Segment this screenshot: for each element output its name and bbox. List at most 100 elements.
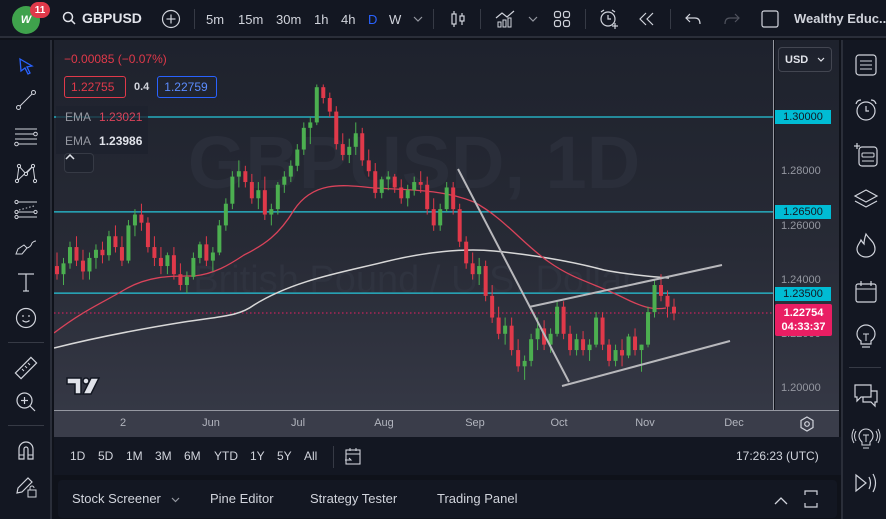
chats-button[interactable] — [851, 380, 881, 410]
buy-button[interactable]: 1.22759 — [157, 76, 218, 98]
alert-button[interactable] — [598, 8, 620, 30]
expand-panel-button[interactable] — [774, 492, 788, 510]
candle — [197, 241, 202, 264]
candle — [672, 298, 676, 321]
magnet-tool[interactable] — [12, 436, 40, 464]
brush-tool[interactable] — [12, 232, 40, 260]
candle — [256, 182, 261, 210]
replay-button[interactable] — [637, 8, 657, 30]
ema-slow-legend[interactable]: EMA 1.23986 — [65, 134, 143, 148]
cursor-tool[interactable] — [12, 52, 40, 80]
emoji-tool[interactable] — [12, 304, 40, 332]
hotlists-button[interactable] — [851, 230, 881, 260]
horizontal-lines-tool[interactable] — [12, 123, 40, 151]
candle — [464, 236, 469, 269]
watchlist-button[interactable] — [851, 50, 881, 80]
range-3m[interactable]: 3M — [155, 449, 172, 463]
candle — [184, 271, 189, 294]
tab-stock-screener[interactable]: Stock Screener — [72, 491, 180, 506]
time-label: Dec — [724, 417, 744, 429]
ideas-button[interactable] — [851, 322, 881, 352]
object-tree-button[interactable] — [851, 140, 881, 170]
streams-button[interactable] — [851, 468, 881, 498]
channel-lower-line[interactable] — [561, 340, 731, 387]
range-1m[interactable]: 1M — [126, 449, 143, 463]
timeframe-1h[interactable]: 1h — [314, 11, 329, 27]
layouts-button[interactable] — [552, 8, 572, 30]
price-chart[interactable]: GBPUSD, 1D British Pound / U.S. Dollar — [54, 40, 774, 410]
timeframe-15m[interactable]: 15m — [238, 11, 264, 27]
range-all[interactable]: All — [304, 449, 318, 463]
timeframe-d[interactable]: D — [368, 11, 378, 27]
level-tag-1-23500[interactable]: 1.23500 — [775, 287, 831, 301]
range-5d[interactable]: 5D — [98, 449, 114, 463]
range-ytd[interactable]: YTD — [214, 449, 238, 463]
text-tool[interactable] — [12, 268, 40, 296]
chart-pane[interactable]: GBPUSD, 1D British Pound / U.S. Dollar −… — [54, 40, 774, 410]
chart-legend: −0.00085 (−0.07%) 1.22755 0.4 1.22759 EM… — [56, 52, 218, 173]
brush-icon — [15, 240, 37, 255]
redo-button[interactable] — [722, 8, 742, 30]
candle — [587, 339, 592, 361]
utc-clock[interactable]: 17:26:23 (UTC) — [736, 449, 819, 463]
level-tag-1-30000[interactable]: 1.30000 — [775, 110, 831, 124]
trendlines[interactable] — [457, 168, 731, 387]
candle — [288, 160, 293, 183]
zoom-in-tool[interactable] — [12, 388, 40, 416]
measure-tool[interactable] — [12, 354, 40, 382]
sell-button[interactable]: 1.22755 — [64, 76, 126, 98]
alerts-button[interactable] — [851, 95, 881, 125]
level-tag-1-26500[interactable]: 1.26500 — [775, 205, 831, 219]
timeframe-w[interactable]: W — [389, 11, 402, 27]
timeframe-30m[interactable]: 30m — [276, 11, 302, 27]
timeframe-5m[interactable]: 5m — [206, 11, 225, 27]
notification-badge: 11 — [30, 2, 50, 18]
ideas-stream-button[interactable] — [851, 424, 881, 454]
candle — [496, 306, 501, 340]
chart-settings-button[interactable] — [775, 410, 839, 437]
ema-fast-legend[interactable]: EMA 1.23021 — [65, 110, 143, 124]
channel-upper-line[interactable] — [528, 264, 723, 308]
price-scale[interactable]: USD 1.28000 1.26000 1.24000 1.22000 1.20… — [775, 40, 839, 410]
tab-trading-panel[interactable]: Trading Panel — [437, 491, 518, 506]
arrow-cursor-icon — [19, 57, 34, 75]
trend-line-tool[interactable] — [12, 86, 40, 114]
candle — [477, 257, 482, 286]
candle — [431, 198, 436, 231]
timeframe-dropdown[interactable] — [412, 8, 424, 30]
tab-pine-editor[interactable]: Pine Editor — [210, 491, 274, 506]
symbol-search-button[interactable]: GBPUSD — [62, 10, 142, 26]
range-1y[interactable]: 1Y — [250, 449, 265, 463]
layout-title[interactable]: Wealthy Educ... — [794, 11, 886, 26]
ema-fast-line — [54, 185, 667, 334]
indicators-button[interactable] — [494, 8, 516, 30]
prediction-tool[interactable] — [12, 196, 40, 224]
range-5y[interactable]: 5Y — [277, 449, 292, 463]
calendar-button[interactable] — [851, 277, 881, 307]
go-to-date-button[interactable] — [344, 446, 362, 471]
maximize-panel-button[interactable] — [804, 490, 818, 513]
candle — [470, 252, 475, 280]
range-6m[interactable]: 6M — [184, 449, 201, 463]
layout-select-checkbox[interactable] — [760, 8, 780, 30]
compare-symbol-button[interactable] — [160, 8, 182, 30]
data-window-button[interactable] — [851, 185, 881, 215]
candle — [210, 247, 215, 272]
collapse-legend-button[interactable] — [64, 153, 94, 173]
candle — [418, 171, 423, 193]
candle — [230, 171, 235, 210]
currency-dropdown[interactable]: USD — [778, 47, 832, 72]
downtrend-line[interactable] — [457, 168, 570, 383]
chart-type-button[interactable] — [448, 8, 468, 30]
time-scale[interactable]: 2 Jun Jul Aug Sep Oct Nov Dec — [54, 410, 775, 437]
lock-drawings-tool[interactable] — [12, 472, 40, 500]
candle — [607, 339, 612, 367]
candle — [522, 355, 527, 380]
timeframe-4h[interactable]: 4h — [341, 11, 356, 27]
undo-button[interactable] — [683, 8, 703, 30]
range-1d[interactable]: 1D — [70, 449, 86, 463]
pattern-tool[interactable] — [12, 159, 40, 187]
indicators-dropdown[interactable] — [527, 8, 539, 30]
tab-strategy-tester[interactable]: Strategy Tester — [310, 491, 398, 506]
